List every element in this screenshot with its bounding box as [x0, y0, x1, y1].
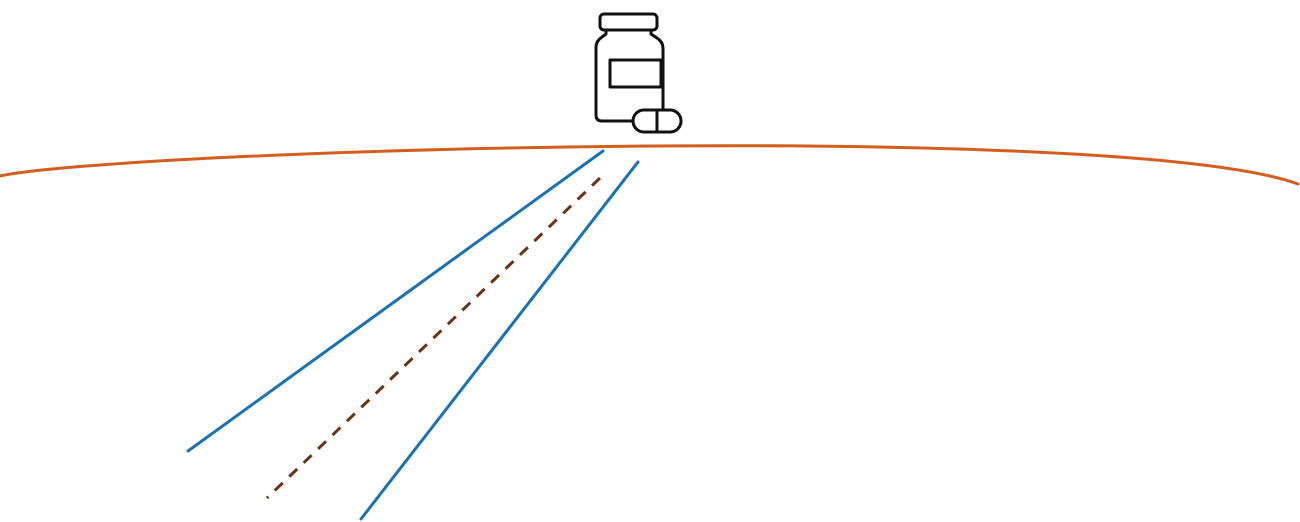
- medicine-bottle-and-capsule-icon: [594, 12, 683, 134]
- center-dashed-line: [265, 176, 602, 500]
- horizon-curve: [0, 144, 1300, 186]
- right-boundary-line: [359, 160, 640, 521]
- left-boundary-line: [186, 149, 605, 453]
